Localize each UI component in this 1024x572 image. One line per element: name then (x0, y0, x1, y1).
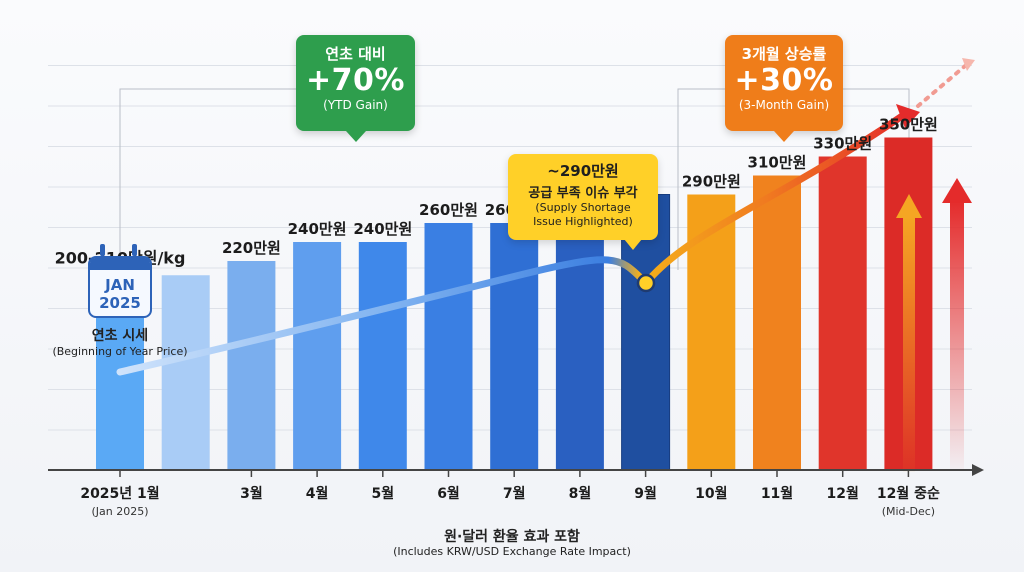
bar (490, 223, 539, 470)
ytd-pointer (345, 131, 366, 142)
x-tick-sublabel: (Mid-Dec) (882, 505, 935, 518)
trend-arrow-head (896, 104, 920, 128)
x-tick-label: 8월 (569, 485, 592, 502)
value-label: 290만원 (682, 173, 741, 191)
x-tick-label: 2025년 1월 (80, 485, 159, 502)
shortage-marker (636, 273, 656, 293)
ytd-sub: (YTD Gain) (323, 98, 388, 112)
three-month-pointer (774, 131, 794, 142)
three-month-gain-callout: 3개월 상승률 +30% (3-Month Gain) (725, 35, 843, 142)
start-price-label: 연초 시세 (91, 328, 149, 344)
bar (818, 156, 867, 470)
up-arrow-orange-shaft (903, 216, 915, 472)
value-label: 330만원 (813, 135, 872, 153)
up-arrow-red-head (942, 178, 972, 203)
x-tick-label: 10월 (695, 485, 727, 502)
value-label: 220만원 (222, 239, 281, 257)
bars-group (96, 137, 933, 471)
three-month-title: 3개월 상승률 (741, 45, 827, 63)
shortage-line-en-1: (Supply Shortage (535, 201, 631, 214)
calendar-icon: JAN 2025 (88, 244, 152, 320)
calendar-ring-right (132, 244, 137, 256)
bar (358, 242, 407, 470)
x-tick-label: 5월 (371, 485, 394, 502)
projection-arrow-head (962, 58, 975, 71)
calendar-body: JAN 2025 (88, 256, 152, 318)
shortage-line-en-2: Issue Highlighted) (533, 215, 633, 228)
x-axis-arrow (972, 464, 984, 476)
bar (753, 175, 801, 470)
x-tick-label: 7월 (503, 485, 526, 502)
three-month-guide-line (677, 88, 725, 270)
value-label: 240만원 (353, 220, 412, 238)
ytd-value: +70% (306, 63, 405, 98)
up-arrow-orange-head (896, 194, 922, 218)
x-tick-label: 12월 중순 (877, 485, 940, 502)
value-label: 260만원 (419, 201, 478, 219)
calendar-ring-left (100, 244, 105, 256)
bar (227, 261, 276, 470)
x-tick-label: 12월 (827, 485, 859, 502)
value-label: 310만원 (748, 154, 807, 172)
bar (161, 275, 210, 470)
x-tick-label: 9월 (634, 485, 657, 502)
calendar-month: JAN (105, 276, 135, 294)
bar (555, 204, 604, 470)
three-month-value: +30% (734, 63, 834, 98)
decorations (116, 58, 975, 472)
shortage-title-ko: 공급 부족 이슈 부각 (528, 186, 638, 201)
ytd-gain-callout: 연초 대비 +70% (YTD Gain) (296, 35, 415, 142)
x-tick-label: 6월 (437, 485, 460, 502)
supply-shortage-callout: ~290만원 공급 부족 이슈 부각 (Supply Shortage Issu… (508, 154, 658, 250)
ytd-title: 연초 대비 (325, 45, 386, 63)
shortage-pointer (624, 239, 642, 250)
x-axis: 2025년 1월 (Jan 2025) 3월 4월 5월 6월 7월 8월 9월 10월 11월 12… (48, 464, 984, 518)
price-trend-line (116, 108, 912, 376)
calendar-year: 2025 (99, 294, 141, 312)
value-label: 240만원 (288, 220, 347, 238)
bar (687, 194, 736, 470)
x-tick-label: 11월 (761, 485, 793, 502)
exchange-rate-note-en: (Includes KRW/USD Exchange Rate Impact) (393, 545, 631, 558)
bar (424, 223, 473, 470)
trend-projection-dots (916, 64, 967, 108)
x-tick-label: 3월 (240, 485, 263, 502)
exchange-rate-note: 원·달러 환율 효과 포함 (444, 529, 580, 545)
x-tick-sublabel: (Jan 2025) (91, 505, 148, 518)
value-label: 350만원 (879, 116, 938, 134)
calendar-header-bar (90, 258, 150, 270)
bar (293, 242, 342, 470)
three-month-sub: (3-Month Gain) (738, 98, 830, 112)
up-arrow-red-shaft (950, 200, 964, 470)
ytd-guide-line (119, 88, 296, 330)
x-tick-label: 4월 (306, 485, 329, 502)
shortage-price: ~290만원 (547, 162, 619, 180)
start-price-label-en: (Beginning of Year Price) (52, 345, 188, 358)
